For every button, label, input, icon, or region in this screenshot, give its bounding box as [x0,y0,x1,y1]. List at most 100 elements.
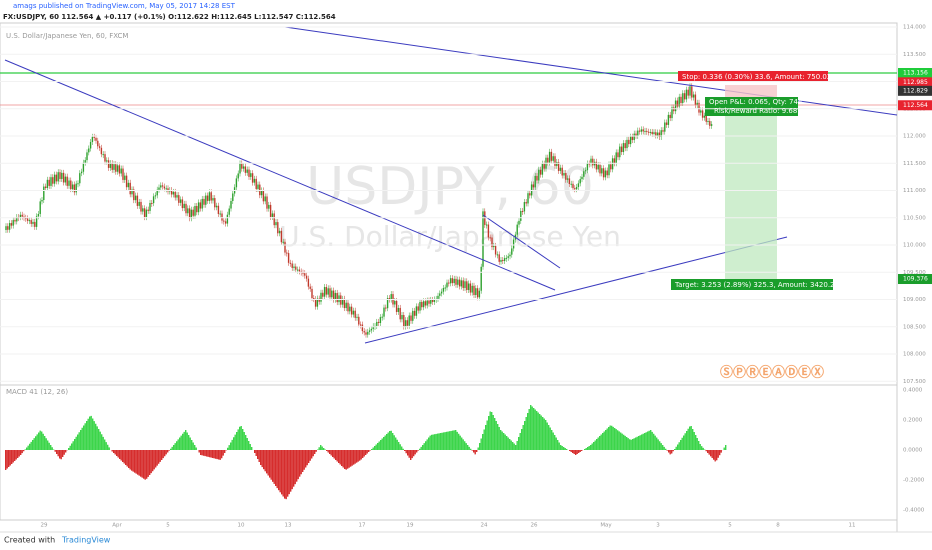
trend-line [364,236,788,344]
price-marker-label: 112.829 [903,87,928,94]
macd-bar [221,450,223,459]
macd-bar [257,450,259,459]
chart-legend: U.S. Dollar/Japanese Yen, 60, FXCM [6,32,128,40]
macd-bar [119,450,121,459]
macd-bar [32,440,34,450]
macd-tick-label: 0.2000 [903,418,923,424]
candle-body [197,202,200,213]
candle-body [98,146,101,148]
macd-bar [48,442,50,450]
macd-bar [374,446,376,450]
macd-bar [665,448,667,450]
macd-bar [434,434,436,450]
macd-bar [428,437,430,450]
candle-body [163,186,166,189]
macd-bar [81,427,83,450]
candle-body [127,182,130,188]
candle-body [35,216,38,227]
candle-body [345,302,347,309]
macd-bar [138,450,140,476]
macd-bar [183,431,185,450]
macd-bar [294,450,296,485]
macd-bar [419,448,421,450]
author-line: amags published on TradingView.com, May … [13,2,236,10]
candle-body [145,209,148,218]
target-zone [725,106,777,279]
macd-bar [21,450,23,454]
macd-bar [324,449,326,450]
macd-bar [534,409,536,450]
candle-body [464,281,466,288]
macd-bar [224,450,226,453]
macd-bar [20,450,22,455]
macd-bar [450,430,452,450]
macd-bar [132,450,134,472]
candle-body [683,93,686,100]
candle-body [640,129,643,132]
candle-body [248,169,250,177]
macd-bar [263,450,265,470]
macd-bar [62,450,64,457]
candle-body [106,160,108,162]
macd-bar [560,445,562,450]
macd-bar [176,441,178,450]
macd-bar [303,450,305,470]
candle-body [160,185,162,188]
macd-bar [332,450,334,457]
macd-bar [401,446,403,450]
candle-body [691,86,693,98]
candle-body [284,241,286,253]
candle-body [25,217,27,219]
macd-bar [597,437,599,450]
macd-bar [495,421,497,450]
candle-body [602,168,605,178]
macd-bar [161,450,163,460]
macd-bar [219,450,221,460]
macd-bar [359,450,361,461]
macd-bar [284,450,286,499]
candle-body [113,164,115,170]
macd-bar [710,450,712,457]
candle-body [93,136,95,138]
candle-body [151,202,153,204]
macd-bar [15,450,17,460]
candle-body [570,183,572,185]
macd-bar [695,435,697,450]
macd-bar [75,436,77,450]
candle-body [347,302,349,312]
macd-bar [180,435,182,450]
macd-bar [156,450,158,466]
macd-bar [498,427,500,450]
candle-body [637,130,639,136]
candle-body [73,184,76,193]
candle-body [118,165,121,174]
candle-body [377,321,380,323]
candle-body [214,198,216,208]
macd-bar [363,450,365,457]
macd-bar [246,438,248,450]
candle-body [282,241,284,243]
macd-bar [8,450,10,467]
macd-bar [65,450,67,453]
candle-body [538,169,540,181]
candle-body [273,213,275,226]
macd-bar [671,450,673,454]
candle-body [457,279,459,285]
candle-body [129,182,131,195]
candle-body [505,257,508,259]
macd-bar [621,433,623,450]
candle-body [667,114,670,125]
macd-bar [491,412,493,450]
candle-body [230,200,232,209]
macd-bar [77,434,79,450]
time-label: 5 [728,523,732,529]
macd-bar [524,421,526,450]
macd-bar [686,431,688,450]
candle-body [296,269,299,271]
candle-body [62,172,65,183]
macd-bar [278,450,280,491]
macd-bar [494,418,496,450]
candle-body [476,288,479,298]
candle-body [223,220,225,222]
candle-body [673,107,675,112]
